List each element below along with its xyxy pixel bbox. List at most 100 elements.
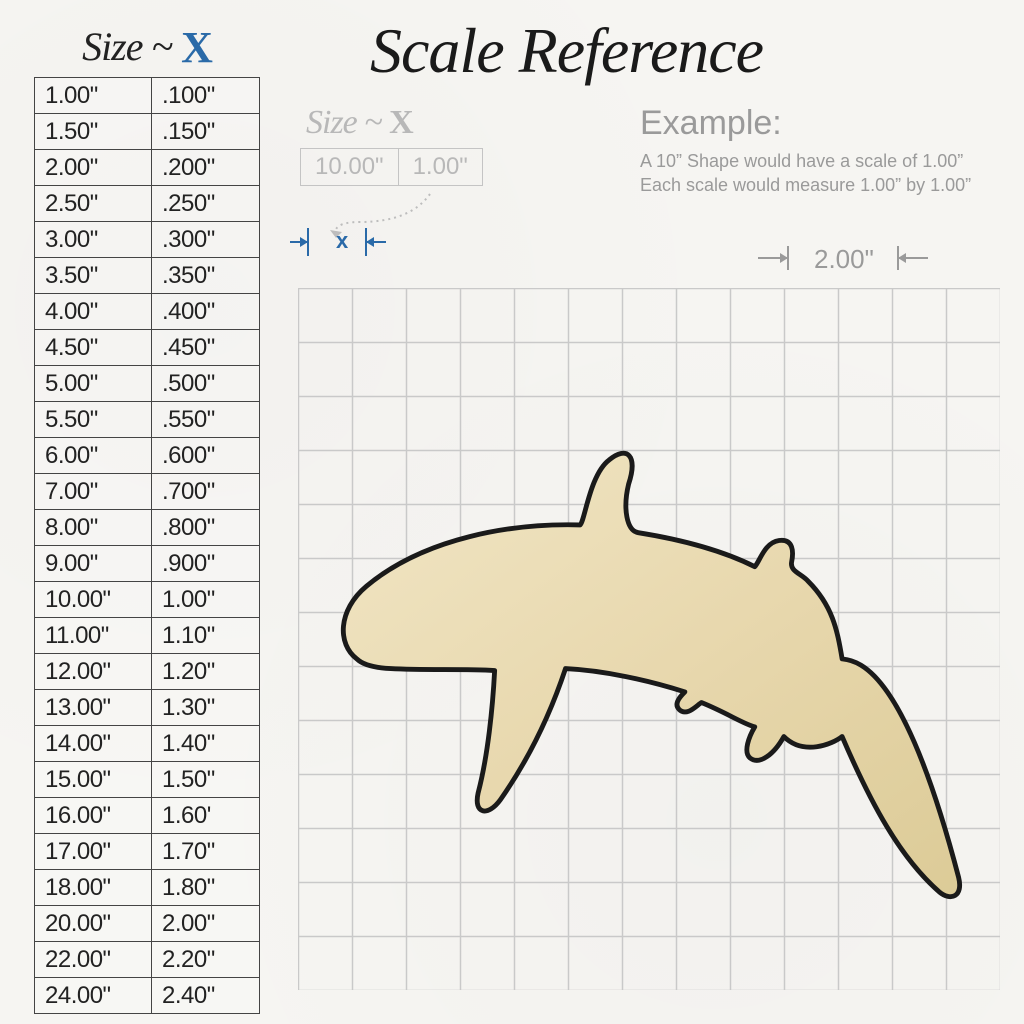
two-inch-dimension: 2.00": [758, 240, 958, 280]
table-row: 3.50".350": [35, 258, 260, 294]
example-block: Size ~ X 10.00" 1.00": [300, 104, 1000, 262]
example-right: Example: A 10” Shape would have a scale …: [640, 104, 1020, 198]
size-cell: 9.00": [35, 546, 152, 582]
scale-cell: .600": [152, 438, 260, 474]
x-dimension-svg: [290, 192, 490, 282]
table-row: 3.00".300": [35, 222, 260, 258]
scale-cell: 2.00": [152, 906, 260, 942]
two-inch-label: 2.00": [814, 244, 874, 275]
size-header-x: X: [181, 23, 212, 72]
page: Size ~ X 1.00".100"1.50".150"2.00".200"2…: [0, 0, 1024, 1024]
table-row: 20.00"2.00": [35, 906, 260, 942]
size-table: Size ~ X 1.00".100"1.50".150"2.00".200"2…: [34, 20, 260, 1014]
scale-cell: .550": [152, 402, 260, 438]
scale-cell: 1.80": [152, 870, 260, 906]
size-cell: 17.00": [35, 834, 152, 870]
size-cell: 16.00": [35, 798, 152, 834]
size-cell: 10.00": [35, 582, 152, 618]
scale-cell: 1.10": [152, 618, 260, 654]
table-row: 17.00"1.70": [35, 834, 260, 870]
table-row: 11.00"1.10": [35, 618, 260, 654]
size-cell: 7.00": [35, 474, 152, 510]
scale-cell: .900": [152, 546, 260, 582]
table-row: 5.00".500": [35, 366, 260, 402]
size-table-header: Size ~ X: [34, 20, 260, 71]
table-row: 14.00"1.40": [35, 726, 260, 762]
grid-wrap: [298, 288, 1000, 990]
scale-cell: .200": [152, 150, 260, 186]
table-row: 5.50".550": [35, 402, 260, 438]
page-title: Scale Reference: [370, 14, 763, 88]
scale-cell: .300": [152, 222, 260, 258]
size-cell: 2.50": [35, 186, 152, 222]
scale-cell: 1.40": [152, 726, 260, 762]
scale-table: 1.00".100"1.50".150"2.00".200"2.50".250"…: [34, 77, 260, 1014]
table-row: 24.00"2.40": [35, 978, 260, 1014]
scale-cell: .800": [152, 510, 260, 546]
table-row: 10.00"1.00": [35, 582, 260, 618]
size-cell: 1.50": [35, 114, 152, 150]
scale-cell: 1.50": [152, 762, 260, 798]
table-row: 18.00"1.80": [35, 870, 260, 906]
shark-path: [343, 453, 959, 896]
size-cell: 8.00": [35, 510, 152, 546]
table-row: 8.00".800": [35, 510, 260, 546]
scale-cell: 2.20": [152, 942, 260, 978]
size-cell: 1.00": [35, 78, 152, 114]
size-cell: 11.00": [35, 618, 152, 654]
scale-cell: .350": [152, 258, 260, 294]
table-row: 2.00".200": [35, 150, 260, 186]
scale-cell: 2.40": [152, 978, 260, 1014]
scale-cell: 1.30": [152, 690, 260, 726]
scale-cell: .400": [152, 294, 260, 330]
table-row: 4.00".400": [35, 294, 260, 330]
example-cell-scale: 1.00": [398, 149, 482, 186]
size-cell: 13.00": [35, 690, 152, 726]
table-row: 1.00".100": [35, 78, 260, 114]
example-line2: Each scale would measure 1.00” by 1.00”: [640, 173, 1020, 197]
size-cell: 24.00": [35, 978, 152, 1014]
size-cell: 5.00": [35, 366, 152, 402]
x-dimension-marker: x: [300, 192, 480, 262]
size-cell: 3.50": [35, 258, 152, 294]
size-cell: 22.00": [35, 942, 152, 978]
scale-cell: 1.70": [152, 834, 260, 870]
table-row: 9.00".900": [35, 546, 260, 582]
size-cell: 12.00": [35, 654, 152, 690]
scale-cell: .150": [152, 114, 260, 150]
size-header-prefix: Size ~: [82, 24, 181, 69]
table-row: 6.00".600": [35, 438, 260, 474]
table-row: 12.00"1.20": [35, 654, 260, 690]
size-cell: 14.00": [35, 726, 152, 762]
scale-cell: .700": [152, 474, 260, 510]
size-cell: 3.00": [35, 222, 152, 258]
example-line1: A 10” Shape would have a scale of 1.00”: [640, 149, 1020, 173]
x-dimension-label: x: [336, 228, 348, 254]
table-row: 15.00"1.50": [35, 762, 260, 798]
scale-cell: .250": [152, 186, 260, 222]
example-sizex-prefix: Size ~: [306, 104, 389, 141]
example-heading: Example:: [640, 104, 1020, 143]
scale-cell: 1.00": [152, 582, 260, 618]
size-cell: 20.00": [35, 906, 152, 942]
size-cell: 15.00": [35, 762, 152, 798]
table-row: 2.50".250": [35, 186, 260, 222]
size-cell: 2.00": [35, 150, 152, 186]
scale-cell: 1.60': [152, 798, 260, 834]
size-cell: 4.00": [35, 294, 152, 330]
shark-shape: [318, 408, 978, 968]
size-cell: 18.00": [35, 870, 152, 906]
table-row: 16.00"1.60': [35, 798, 260, 834]
scale-cell: .450": [152, 330, 260, 366]
example-table: 10.00" 1.00": [300, 148, 483, 186]
example-sizex-x: X: [389, 104, 413, 141]
size-cell: 4.50": [35, 330, 152, 366]
size-cell: 6.00": [35, 438, 152, 474]
scale-cell: .500": [152, 366, 260, 402]
table-row: 7.00".700": [35, 474, 260, 510]
size-cell: 5.50": [35, 402, 152, 438]
scale-cell: 1.20": [152, 654, 260, 690]
scale-cell: .100": [152, 78, 260, 114]
table-row: 22.00"2.20": [35, 942, 260, 978]
table-row: 1.50".150": [35, 114, 260, 150]
